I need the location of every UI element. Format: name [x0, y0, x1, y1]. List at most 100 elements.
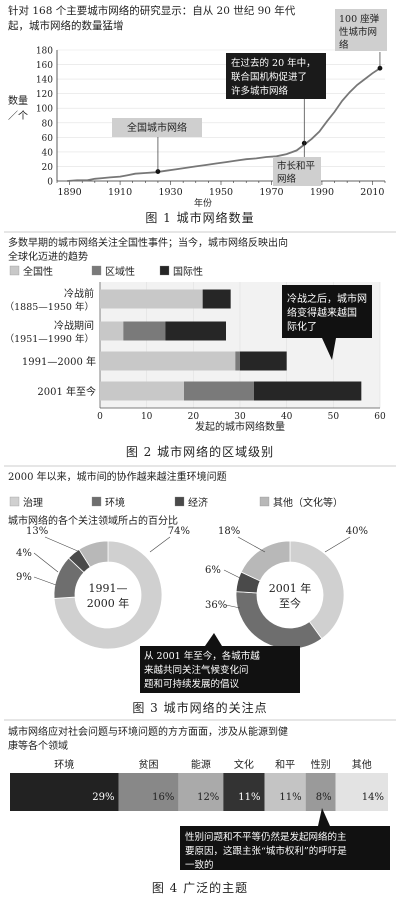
- annotation-line: 在过去的 20 年中，: [231, 57, 316, 69]
- stacked-segment: [178, 773, 224, 811]
- value-label: 74%: [168, 526, 190, 537]
- value-label: 11%: [279, 792, 301, 803]
- stacked-segment: [223, 773, 265, 811]
- callout-line: 要原因，这跟主张“城市权利”的呼吁是: [185, 845, 347, 857]
- value-label: 29%: [92, 792, 114, 803]
- category-label: 文化: [234, 758, 254, 771]
- stacked-segment: [118, 773, 179, 811]
- category-label: 贫困: [138, 758, 158, 771]
- legend-swatch-national: [9, 265, 20, 276]
- legend-label: 经济: [188, 496, 208, 509]
- callout-line: 络变得越来越国: [287, 306, 357, 319]
- donut-center-label: 2001 年: [269, 581, 312, 595]
- callout-line: 一致的: [185, 859, 214, 871]
- legend-swatch: [174, 496, 185, 507]
- callout-line: 际化了: [287, 320, 317, 333]
- donut-slice: [78, 540, 109, 568]
- callout-line: 来越共同关注气候变化问: [144, 664, 249, 676]
- figure-caption: 图 3 城市网络的关注点: [132, 700, 267, 715]
- donut-slice: [240, 540, 291, 582]
- legend-label: 全国性: [23, 265, 53, 278]
- y-tick-label: 160: [36, 61, 53, 71]
- callout-line: 从 2001 年至今，各城市越: [144, 650, 260, 662]
- callout-line: 题和可持续发展的倡议: [144, 678, 240, 690]
- annotation-label: 在过去的 20 年中， 联合国机构促进了许多城市网络: [231, 57, 316, 97]
- bar-segment: [184, 381, 254, 401]
- legend-swatch: [91, 496, 102, 507]
- y-tick-label: 100: [36, 105, 53, 115]
- x-tick-label: 1910: [108, 187, 132, 198]
- annotation-label: 全国城市网络: [127, 121, 187, 134]
- y-tick-label: 0: [47, 178, 53, 188]
- y-tick-label: 120: [36, 90, 53, 100]
- y-tick-label: 80: [42, 119, 54, 129]
- category-label: （1951—1990 年）: [5, 333, 94, 345]
- category-label: 冷战期间: [54, 319, 94, 332]
- callout-box: [180, 808, 390, 870]
- x-axis-label: 年份: [194, 197, 212, 209]
- callout-line: 冷战之后，城市网: [287, 292, 367, 305]
- value-label: 11%: [238, 792, 260, 803]
- bar-segment: [202, 289, 231, 309]
- value-label: 40%: [346, 526, 368, 537]
- donut-slice: [53, 540, 163, 650]
- value-label: 9%: [16, 572, 32, 583]
- callout-box: [335, 9, 387, 51]
- callout-box: [282, 285, 372, 360]
- value-leader: [324, 536, 351, 553]
- bar-segment: [240, 351, 287, 371]
- category-label: （1885—1950 年）: [5, 301, 94, 313]
- y-tick-label: 40: [42, 148, 54, 158]
- figure-caption: 图 2 城市网络的区域级别: [126, 444, 274, 459]
- legend-swatch-international: [159, 265, 170, 276]
- stacked-segment: [305, 773, 336, 811]
- stacked-segment: [264, 773, 306, 811]
- category-label: 环境: [54, 758, 74, 771]
- intro-line: 城市网络应对社会问题与环境问题的方方面面，涉及从能源到健: [8, 725, 288, 738]
- annotation-line: 市长和平: [277, 160, 316, 172]
- legend-label: 治理: [23, 496, 43, 509]
- value-label: 6%: [205, 565, 221, 576]
- bar-segment: [100, 289, 203, 309]
- value-label: 8%: [316, 792, 332, 803]
- intro-line: 全球化迈进的趋势: [8, 250, 88, 263]
- stacked-segment: [10, 773, 119, 811]
- annotation-label: 100 座弹性城市网络: [339, 13, 380, 51]
- callout-box: [226, 53, 326, 99]
- y-tick-label: 20: [42, 163, 54, 173]
- x-tick-label: 30: [234, 412, 246, 422]
- x-tick-label: 50: [328, 412, 340, 422]
- intro-line: 针对 168 个主要城市网络的研究显示：自从 20 世纪 90 年代: [8, 4, 296, 17]
- value-leader: [33, 576, 57, 586]
- donut-center-label: 1991—: [89, 582, 128, 595]
- x-tick-label: 20: [188, 412, 200, 422]
- y-tick-label: 140: [36, 76, 53, 86]
- callout-line: 性别问题和不平等仍然是发起网络的主: [185, 831, 347, 843]
- x-tick-label: 1950: [209, 187, 233, 198]
- y-axis-label: 数量: [8, 94, 28, 107]
- value-leader: [223, 569, 241, 579]
- value-label: 14%: [362, 792, 384, 803]
- x-tick-label: 0: [97, 412, 103, 422]
- callout-text: 性别问题和不平等仍然是发起网络的主要原因，这跟主张“城市权利”的呼吁是一致的: [185, 831, 347, 871]
- bar-segment: [100, 321, 124, 341]
- donut-center-label: 2000 年: [87, 596, 130, 610]
- x-tick-label: 10: [141, 412, 153, 422]
- category-label: 和平: [275, 759, 295, 771]
- bar-segment: [100, 381, 184, 401]
- legend-swatch: [259, 496, 270, 507]
- callout-text: 从 2001 年至今，各城市越来越共同关注气候变化问题和可持续发展的倡议: [144, 650, 260, 690]
- legend-label: 其他（文化等）: [273, 496, 343, 509]
- value-leader: [225, 604, 241, 609]
- legend-label: 国际性: [173, 265, 203, 278]
- callout-box: [112, 118, 202, 137]
- annotation-line: 性城市网: [339, 26, 377, 38]
- value-label: 16%: [152, 792, 174, 803]
- annotation-line: 联合国机构促进了: [231, 71, 307, 83]
- category-label: 性别: [311, 758, 331, 771]
- intro-line: 起，城市网络的数量猛增: [8, 19, 124, 32]
